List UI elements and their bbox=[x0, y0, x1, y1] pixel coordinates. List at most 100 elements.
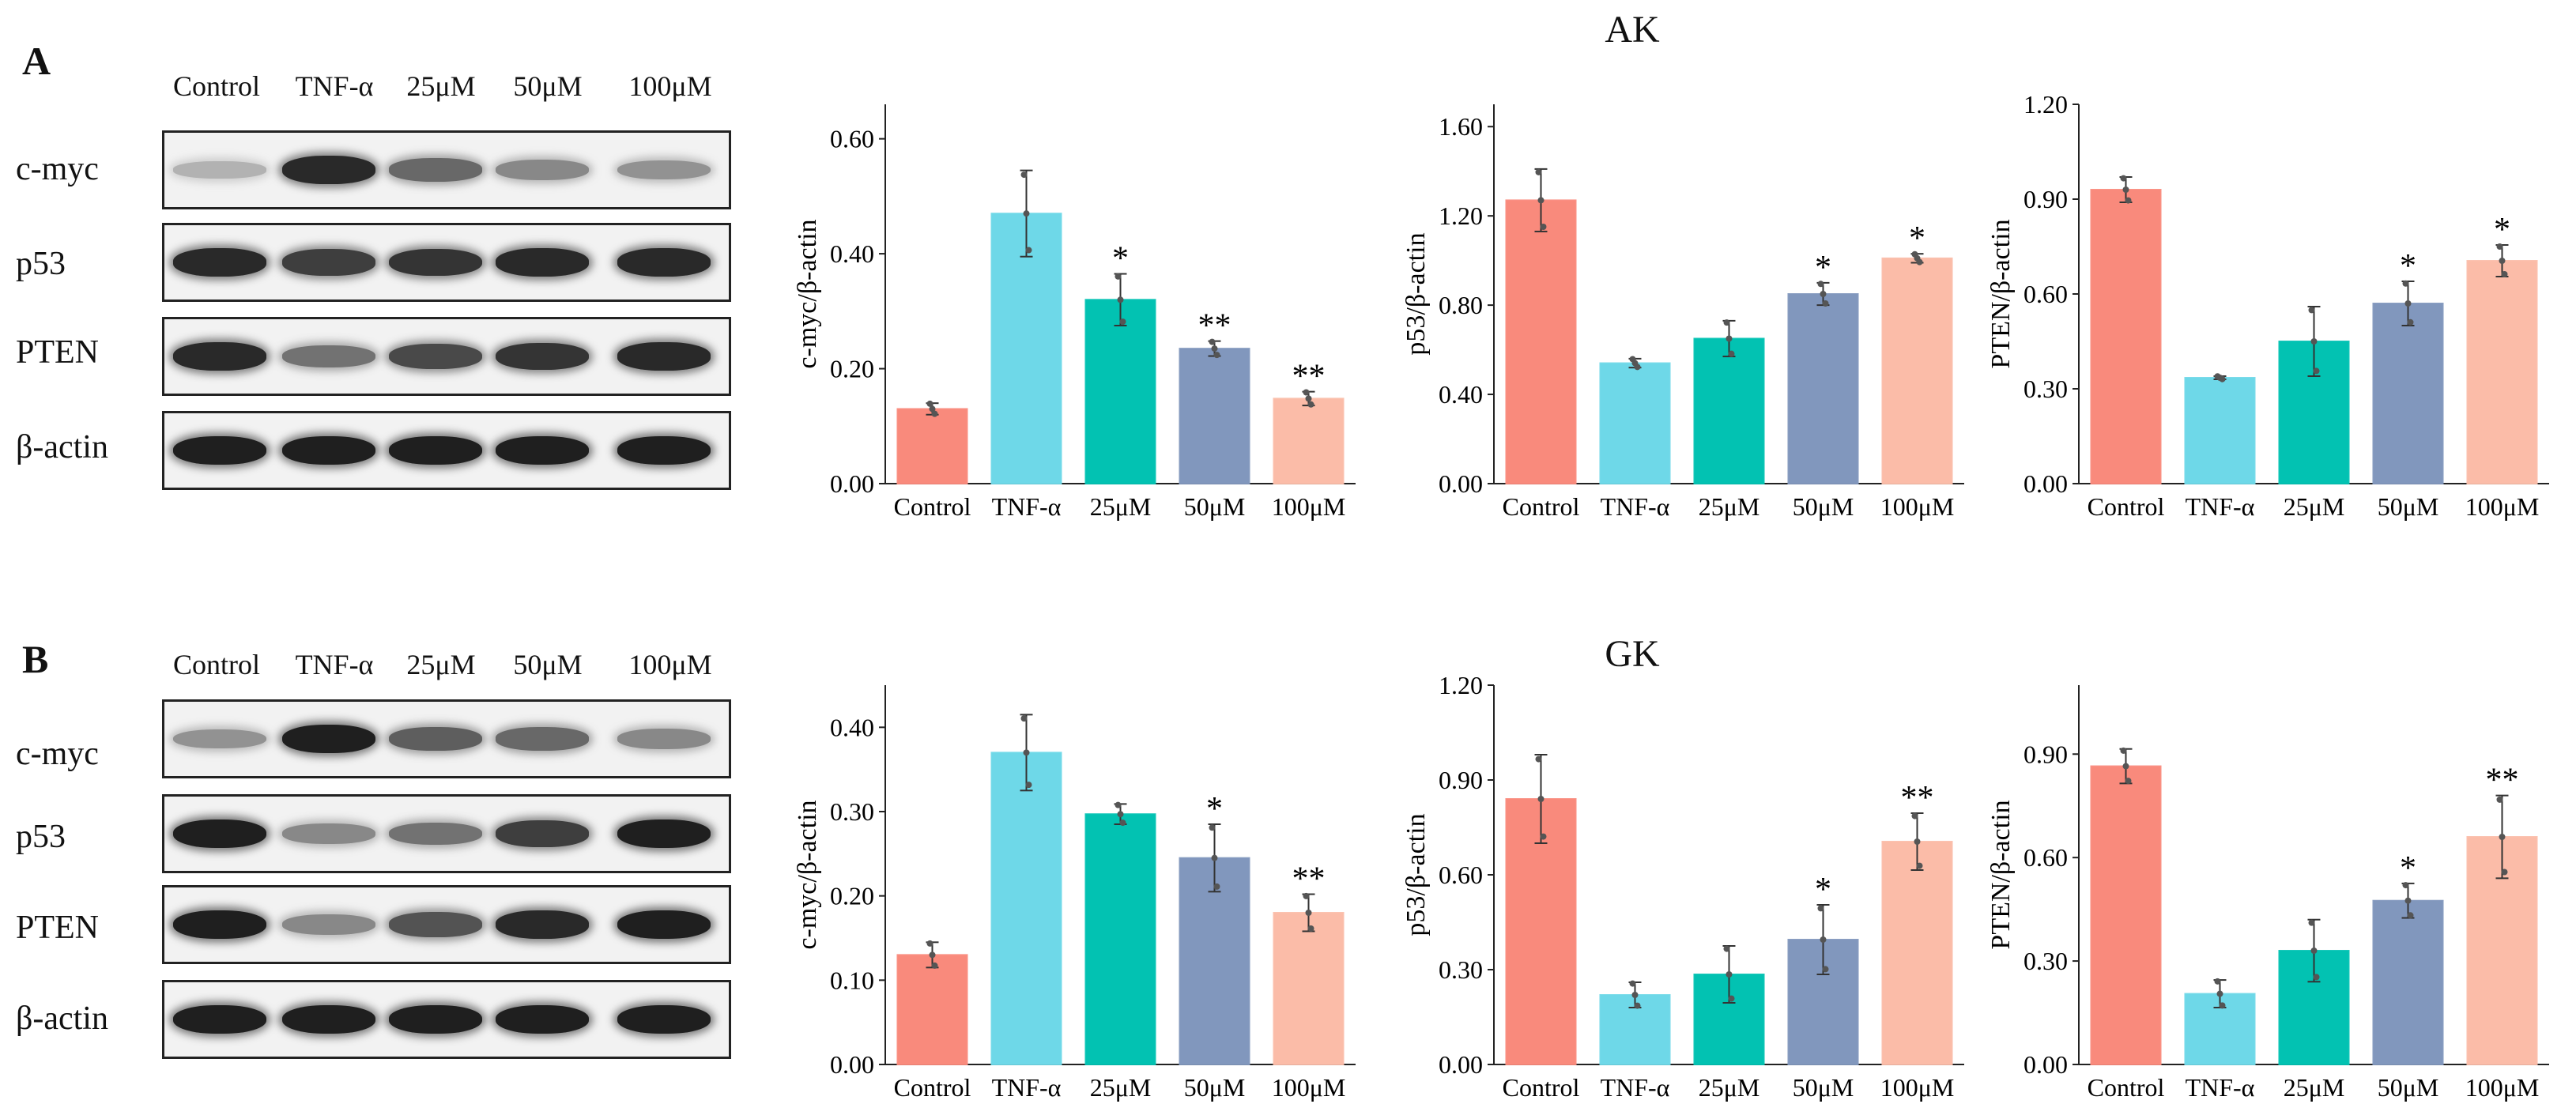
data-point bbox=[1115, 801, 1122, 808]
blot-band bbox=[282, 1004, 375, 1034]
data-point bbox=[1023, 210, 1030, 217]
blot-band bbox=[282, 249, 375, 276]
x-tick-label: TNF-α bbox=[1601, 1073, 1670, 1102]
lane-label: Control bbox=[172, 649, 260, 680]
blot-strip bbox=[162, 699, 731, 778]
x-tick-label: TNF-α bbox=[1601, 492, 1670, 521]
data-point bbox=[2313, 974, 2320, 981]
y-tick-label: 0.10 bbox=[830, 966, 874, 994]
data-point bbox=[1119, 318, 1126, 326]
y-tick-label: 0.80 bbox=[1439, 291, 1483, 319]
blot-band bbox=[173, 1004, 266, 1034]
data-point bbox=[1119, 819, 1126, 827]
bar-chart: c-myc/β-actin 0.00 0.20 0.40 0.60 Control TNF-… bbox=[793, 104, 1356, 521]
blot-band bbox=[617, 160, 711, 180]
protein-label: c-myc bbox=[16, 736, 99, 772]
data-point bbox=[2496, 243, 2503, 250]
data-point bbox=[1209, 824, 1216, 831]
bar bbox=[990, 752, 1062, 1065]
x-tick-label: 50μM bbox=[2378, 492, 2439, 521]
group-title-gk: GK bbox=[1605, 633, 1660, 675]
blot-band bbox=[173, 819, 266, 849]
y-tick-label: 0.60 bbox=[830, 125, 874, 153]
y-axis-label: PTEN/β-actin bbox=[1986, 800, 2016, 949]
bar bbox=[1084, 813, 1156, 1065]
x-tick-label: 50μM bbox=[2378, 1073, 2439, 1102]
blot-band bbox=[496, 1004, 589, 1034]
x-tick-label: 25μM bbox=[1699, 492, 1760, 521]
bar bbox=[1179, 348, 1250, 484]
data-point bbox=[1629, 980, 1636, 987]
bar bbox=[1787, 293, 1859, 484]
x-tick-label: 25μM bbox=[1090, 492, 1152, 521]
panel-letter-b: B bbox=[22, 637, 49, 681]
data-point bbox=[2219, 375, 2226, 382]
bar bbox=[2466, 260, 2538, 484]
blot-band bbox=[173, 248, 266, 277]
significance-marker: * bbox=[1909, 220, 1925, 257]
data-point bbox=[1634, 364, 1641, 371]
x-tick-label: Control bbox=[1503, 492, 1580, 521]
data-point bbox=[1631, 992, 1639, 998]
blot-band bbox=[173, 435, 266, 465]
blot-band bbox=[496, 820, 589, 847]
x-tick-label: 100μM bbox=[1880, 1073, 1955, 1102]
x-tick-label: 25μM bbox=[2284, 492, 2345, 521]
data-point bbox=[1537, 197, 1544, 204]
data-point bbox=[1117, 811, 1124, 818]
data-point bbox=[1723, 319, 1730, 326]
significance-marker: ** bbox=[1901, 780, 1934, 816]
blot-band bbox=[173, 342, 266, 371]
data-point bbox=[2404, 300, 2412, 307]
blot-band bbox=[389, 435, 482, 465]
bar bbox=[896, 954, 968, 1066]
data-point bbox=[1117, 296, 1124, 303]
data-point bbox=[1115, 273, 1122, 280]
y-tick-label: 0.20 bbox=[830, 882, 874, 910]
data-point bbox=[2310, 338, 2318, 345]
data-point bbox=[2125, 778, 2132, 785]
blot-band bbox=[173, 910, 266, 940]
group-title-ak: AK bbox=[1605, 9, 1660, 51]
blot-strip bbox=[162, 130, 731, 209]
blot-band bbox=[389, 158, 482, 182]
significance-marker: * bbox=[1815, 872, 1831, 908]
y-tick-label: 0.30 bbox=[1439, 955, 1483, 984]
data-point bbox=[1209, 338, 1216, 345]
data-point bbox=[1211, 345, 1218, 352]
protein-label: PTEN bbox=[16, 334, 99, 371]
data-point bbox=[1723, 945, 1730, 952]
significance-marker: * bbox=[1815, 250, 1831, 286]
data-point bbox=[1305, 910, 1312, 916]
blot-strip bbox=[162, 980, 731, 1059]
lane-label: Control bbox=[172, 70, 260, 102]
lane-label: 100μM bbox=[628, 70, 712, 102]
data-point bbox=[1817, 281, 1824, 288]
bar-chart: p53/β-actin 0.00 0.30 0.60 0.90 1.20 Control TN… bbox=[1401, 671, 1964, 1102]
x-tick-label: Control bbox=[894, 492, 971, 521]
bar-chart: PTEN/β-actin 0.00 0.30 0.60 0.90 1.20 Control T… bbox=[1986, 90, 2549, 521]
x-tick-label: TNF-α bbox=[992, 492, 1062, 521]
y-tick-label: 0.40 bbox=[830, 713, 874, 741]
data-point bbox=[1213, 883, 1220, 890]
data-point bbox=[1535, 755, 1542, 763]
data-point bbox=[1822, 300, 1829, 307]
y-tick-label: 1.60 bbox=[1439, 112, 1483, 141]
significance-marker: ** bbox=[1198, 308, 1231, 345]
blot-band bbox=[496, 160, 589, 180]
y-tick-label: 0.40 bbox=[830, 239, 874, 268]
data-point bbox=[2402, 280, 2409, 287]
y-axis-label: p53/β-actin bbox=[1401, 813, 1431, 936]
data-point bbox=[2120, 747, 2127, 754]
bar bbox=[2372, 303, 2444, 484]
data-point bbox=[1634, 1002, 1641, 1009]
data-point bbox=[1211, 854, 1218, 861]
blot-band bbox=[282, 724, 375, 754]
blot-band bbox=[282, 823, 375, 844]
significance-marker: * bbox=[1112, 241, 1129, 277]
blot-band bbox=[617, 910, 711, 940]
data-point bbox=[2214, 978, 2221, 985]
blot-band bbox=[496, 342, 589, 371]
x-tick-label: 50μM bbox=[1793, 492, 1854, 521]
data-point bbox=[2499, 258, 2506, 264]
